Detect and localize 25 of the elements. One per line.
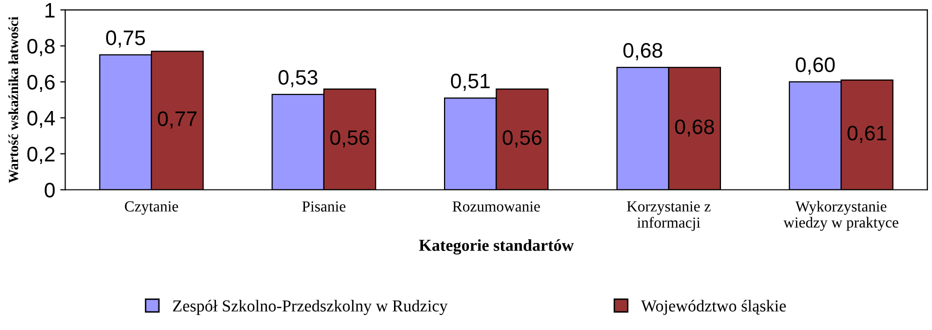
x-tick-label: Korzystanie z informacji <box>626 201 710 231</box>
y-tick-label: 0 <box>44 182 55 198</box>
x-tick-label: Rozumowanie <box>452 201 540 212</box>
x-tick-label: Pisanie <box>302 201 346 212</box>
y-tick-label: 1 <box>46 3 54 18</box>
legend-label: Województwo śląskie <box>641 300 786 315</box>
data-label: 0,56 <box>502 130 542 148</box>
y-axis-title: Wartość wskaźnika łatwości <box>8 16 18 183</box>
data-label: 0,60 <box>796 57 835 75</box>
x-tick-label: Czytanie <box>124 201 178 215</box>
y-tick-label: 0,8 <box>27 38 55 56</box>
y-tick-label: 0,4 <box>27 110 55 128</box>
data-label: 0,53 <box>278 70 318 88</box>
y-tick-label: 0,6 <box>27 74 55 92</box>
data-label: 0,75 <box>106 30 145 48</box>
legend-label: Zespół Szkolno-Przedszkolny w Rudzicy <box>173 300 448 315</box>
x-tick-label: Wykorzystanie wiedzy w praktyce <box>783 200 898 231</box>
data-label: 0,77 <box>158 111 197 129</box>
data-label: 0,68 <box>675 119 714 137</box>
x-axis-title: Kategorie standartów <box>419 239 574 254</box>
data-label: 0,61 <box>848 126 886 143</box>
data-label: 0,51 <box>450 74 490 91</box>
y-tick-label: 0,2 <box>27 146 54 164</box>
data-label: 0,56 <box>330 130 370 148</box>
data-label: 0,68 <box>623 43 662 60</box>
